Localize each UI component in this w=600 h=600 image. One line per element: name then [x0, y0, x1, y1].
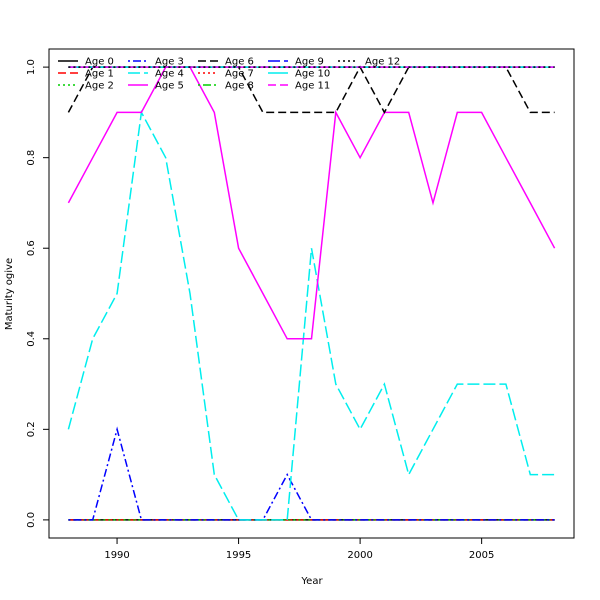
- legend-label: Age 9: [295, 57, 324, 68]
- legend-label: Age 6: [225, 57, 254, 68]
- y-axis: 0.0 0.2 0.4 0.6 0.8 1.0: [26, 59, 49, 528]
- y-tick-label: 0.6: [26, 240, 37, 256]
- legend-label: Age 7: [225, 69, 254, 80]
- y-tick-label: 0.2: [26, 421, 37, 437]
- x-tick-label: 1990: [104, 550, 129, 561]
- legend-label: Age 1: [85, 69, 114, 80]
- legend-label: Age 11: [295, 81, 330, 92]
- legend-label: Age 0: [85, 57, 114, 68]
- x-tick-label: 1995: [226, 550, 251, 561]
- legend-label: Age 8: [225, 81, 254, 92]
- y-tick-label: 0.8: [26, 150, 37, 166]
- legend-label: Age 4: [155, 69, 184, 80]
- series-line-age-3: [68, 426, 555, 521]
- series-layer: [67, 65, 556, 521]
- x-tick-label: 2005: [469, 550, 494, 561]
- plot-frame: [48, 48, 575, 539]
- series-line-age-4: [67, 110, 555, 521]
- series-line-age-5: [67, 66, 556, 340]
- legend-label: Age 3: [155, 57, 184, 68]
- legend-label: Age 10: [295, 69, 330, 80]
- y-axis-label: Maturity ogive: [4, 258, 15, 330]
- legend-label: Age 2: [85, 81, 114, 92]
- legend-label: Age 12: [365, 57, 400, 68]
- y-tick-label: 1.0: [26, 59, 37, 75]
- x-axis: 1990 1995 2000 2005: [104, 538, 494, 561]
- x-axis-label: Year: [300, 576, 323, 587]
- y-tick-label: 0.4: [26, 331, 37, 347]
- x-tick-label: 2000: [347, 550, 372, 561]
- legend-label: Age 5: [155, 81, 184, 92]
- y-tick-label: 0.0: [26, 512, 37, 528]
